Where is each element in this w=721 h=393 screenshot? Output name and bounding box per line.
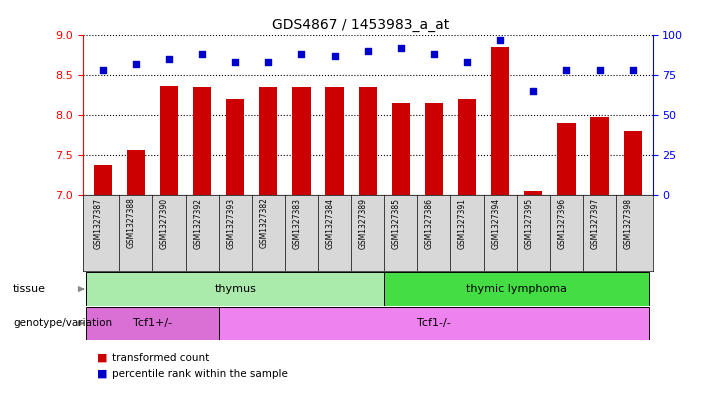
Text: ■: ■: [97, 369, 108, 379]
Bar: [458, 99, 476, 195]
Text: GSM1327398: GSM1327398: [624, 198, 632, 249]
Bar: [293, 87, 311, 195]
Bar: [524, 191, 542, 195]
Text: GSM1327386: GSM1327386: [425, 198, 434, 249]
Point: [362, 48, 373, 54]
Bar: [260, 87, 278, 195]
Bar: [94, 165, 112, 195]
Bar: [127, 150, 145, 195]
Text: GSM1327395: GSM1327395: [524, 198, 534, 249]
Text: GSM1327393: GSM1327393: [226, 198, 235, 249]
Point: [196, 51, 208, 58]
Text: GSM1327383: GSM1327383: [293, 198, 301, 249]
Text: GSM1327391: GSM1327391: [458, 198, 467, 249]
Text: transformed count: transformed count: [112, 353, 209, 363]
Text: GSM1327384: GSM1327384: [326, 198, 335, 249]
Point: [461, 59, 473, 66]
Text: GDS4867 / 1453983_a_at: GDS4867 / 1453983_a_at: [272, 18, 449, 32]
Text: tissue: tissue: [13, 284, 46, 294]
Point: [428, 51, 440, 58]
Text: Tcf1+/-: Tcf1+/-: [133, 318, 172, 328]
Point: [495, 37, 506, 43]
Text: GSM1327387: GSM1327387: [94, 198, 103, 249]
Bar: [358, 87, 377, 195]
Bar: [87, 272, 384, 306]
Bar: [160, 86, 178, 195]
Text: thymic lymphoma: thymic lymphoma: [466, 284, 567, 294]
Text: thymus: thymus: [214, 284, 256, 294]
Bar: [590, 118, 609, 195]
Point: [97, 67, 109, 73]
Bar: [624, 131, 642, 195]
Bar: [557, 123, 575, 195]
Bar: [193, 87, 211, 195]
Point: [163, 56, 174, 62]
Point: [262, 59, 274, 66]
Text: GSM1327396: GSM1327396: [557, 198, 567, 249]
Text: Tcf1-/-: Tcf1-/-: [417, 318, 451, 328]
Bar: [87, 307, 218, 340]
Text: percentile rank within the sample: percentile rank within the sample: [112, 369, 288, 379]
Bar: [425, 103, 443, 195]
Text: ■: ■: [97, 353, 108, 363]
Point: [561, 67, 572, 73]
Text: GSM1327382: GSM1327382: [260, 198, 268, 248]
Point: [627, 67, 638, 73]
Bar: [491, 47, 509, 195]
Text: genotype/variation: genotype/variation: [13, 318, 112, 328]
Text: GSM1327385: GSM1327385: [392, 198, 401, 249]
Point: [528, 88, 539, 94]
Point: [296, 51, 307, 58]
Bar: [226, 99, 244, 195]
Text: GSM1327394: GSM1327394: [491, 198, 500, 249]
Text: GSM1327397: GSM1327397: [590, 198, 600, 249]
Point: [130, 61, 141, 67]
Point: [594, 67, 606, 73]
Text: GSM1327390: GSM1327390: [160, 198, 169, 249]
Bar: [325, 87, 344, 195]
Bar: [384, 272, 649, 306]
Bar: [218, 307, 649, 340]
Bar: [392, 103, 410, 195]
Point: [229, 59, 241, 66]
Text: GSM1327388: GSM1327388: [127, 198, 136, 248]
Text: GSM1327392: GSM1327392: [193, 198, 202, 249]
Point: [395, 45, 407, 51]
Text: GSM1327389: GSM1327389: [359, 198, 368, 249]
Point: [329, 53, 340, 59]
